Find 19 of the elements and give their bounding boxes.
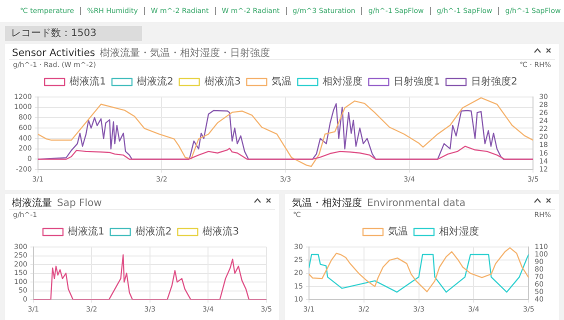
legend-label: 樹液流1 — [70, 76, 106, 88]
legend-label: 気温 — [272, 76, 292, 88]
legend-label: 樹液流2 — [135, 226, 172, 238]
legend-label: 日射強度1 — [394, 76, 440, 88]
chart-subtitle: Environmental data — [367, 198, 466, 209]
legend-label: 気温 — [388, 226, 408, 238]
chart-title: 樹液流量 — [12, 198, 52, 209]
chart-subtitle: 樹液流量・気温・相対湿度・日射強度 — [100, 48, 270, 59]
legend-label: 樹液流3 — [204, 76, 241, 88]
legend-label: 日射強度2 — [471, 76, 518, 88]
legend-label: 樹液流2 — [136, 76, 174, 88]
chart-title: 気温・相対湿度 — [292, 198, 362, 209]
text: レコード数：1503 — [5, 26, 142, 41]
chart-title: Sensor Activities — [12, 48, 96, 59]
legend-label: 相対湿度 — [439, 226, 479, 238]
legend-label: 相対湿度 — [322, 76, 363, 88]
legend-label: 樹液流1 — [68, 226, 104, 238]
chart-subtitle: Sap Flow — [57, 198, 102, 209]
legend-label: 樹液流3 — [202, 226, 240, 238]
